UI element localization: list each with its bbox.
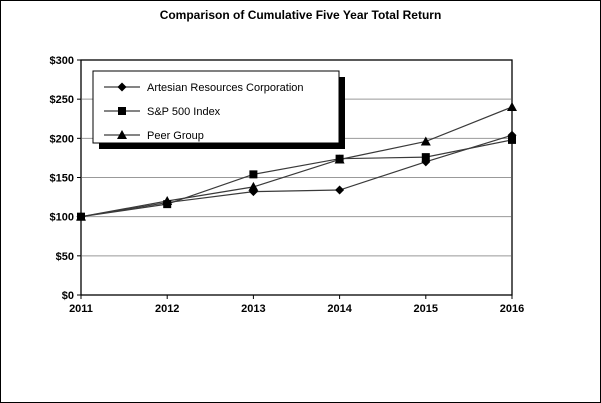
y-tick-label: $50: [56, 251, 74, 263]
series-line-peer-group: [80, 106, 513, 218]
y-tick-label: $100: [50, 212, 74, 224]
series-marker-triangle: [420, 136, 431, 146]
x-tick-label: 2013: [241, 303, 265, 315]
legend-label: S&P 500 Index: [147, 106, 221, 118]
series-marker-triangle: [507, 102, 517, 111]
legend-box: [92, 70, 340, 144]
legend-label: Artesian Resources Corporation: [147, 82, 304, 94]
series-line-artesian-resources-corporation: [80, 134, 513, 218]
x-tick-label: 2016: [500, 303, 524, 315]
x-tick-label: 2011: [69, 303, 93, 315]
chart-title: Comparison of Cumulative Five Year Total…: [159, 8, 442, 22]
series-marker-triangle: [162, 196, 173, 205]
series-marker-square: [508, 135, 516, 144]
y-tick-label: $250: [50, 94, 74, 106]
series-marker-triangle: [334, 154, 345, 164]
legend-label: Peer Group: [147, 130, 204, 142]
series-marker-square: [249, 170, 258, 179]
series-marker-diamond: [335, 185, 345, 195]
series-marker-triangle: [248, 181, 259, 191]
series-marker-triangle: [76, 211, 86, 221]
x-tick-label: 2015: [414, 303, 438, 315]
series-marker-square: [421, 153, 430, 162]
legend-diamond-icon: [117, 82, 127, 92]
y-tick-label: $300: [50, 55, 74, 67]
y-tick-label: $150: [50, 173, 74, 185]
y-tick-label: $0: [62, 290, 74, 302]
legend-triangle-icon: [117, 130, 127, 139]
legend-square-icon: [118, 107, 126, 115]
series-line-s-p-500-index: [80, 139, 513, 218]
x-tick-label: 2014: [327, 303, 352, 315]
x-tick-label: 2012: [155, 303, 179, 315]
y-tick-label: $200: [50, 133, 74, 145]
